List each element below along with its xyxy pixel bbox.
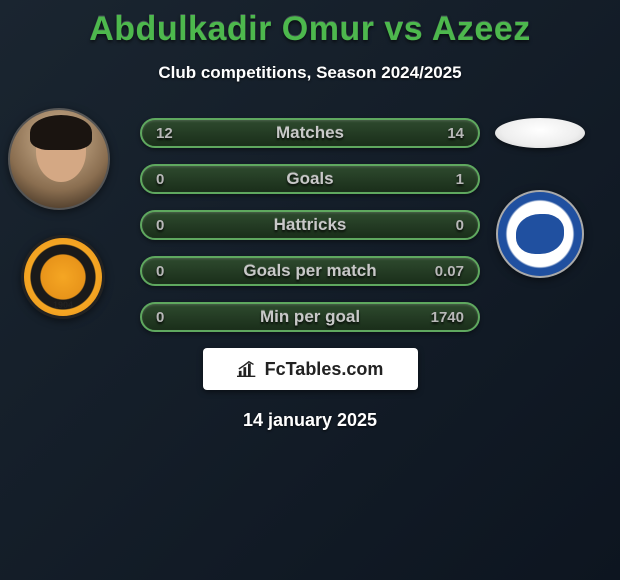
stat-right-value: 1 <box>456 171 464 188</box>
stat-row-hattricks: 0 Hattricks 0 <box>140 210 480 240</box>
page-title: Abdulkadir Omur vs Azeez <box>0 0 620 49</box>
club-badge-right <box>496 190 584 278</box>
stat-left-value: 12 <box>156 125 173 142</box>
chart-icon <box>237 359 259 379</box>
stat-left-value: 0 <box>156 217 164 234</box>
stat-left-value: 0 <box>156 171 164 188</box>
stat-label: Goals <box>142 169 478 189</box>
stat-bars: 12 Matches 14 0 Goals 1 0 Hattricks 0 0 … <box>140 113 480 332</box>
branding-badge[interactable]: FcTables.com <box>203 348 418 390</box>
player-photo-right <box>495 118 585 148</box>
stat-label: Hattricks <box>142 215 478 235</box>
player-right-column <box>490 108 590 278</box>
stat-row-min-per-goal: 0 Min per goal 1740 <box>140 302 480 332</box>
stat-label: Min per goal <box>142 307 478 327</box>
stat-row-goals: 0 Goals 1 <box>140 164 480 194</box>
player-left-column <box>8 108 118 319</box>
stat-row-matches: 12 Matches 14 <box>140 118 480 148</box>
stat-left-value: 0 <box>156 309 164 326</box>
club-badge-left <box>21 235 105 319</box>
stat-right-value: 1740 <box>431 309 464 326</box>
subtitle: Club competitions, Season 2024/2025 <box>0 63 620 83</box>
player-photo-left <box>8 108 110 210</box>
branding-text: FcTables.com <box>265 359 384 380</box>
stat-left-value: 0 <box>156 263 164 280</box>
stat-label: Matches <box>142 123 478 143</box>
comparison-date: 14 january 2025 <box>0 410 620 431</box>
stat-row-goals-per-match: 0 Goals per match 0.07 <box>140 256 480 286</box>
comparison-panel: 12 Matches 14 0 Goals 1 0 Hattricks 0 0 … <box>0 113 620 431</box>
stat-right-value: 14 <box>447 125 464 142</box>
stat-right-value: 0 <box>456 217 464 234</box>
stat-label: Goals per match <box>142 261 478 281</box>
stat-right-value: 0.07 <box>435 263 464 280</box>
